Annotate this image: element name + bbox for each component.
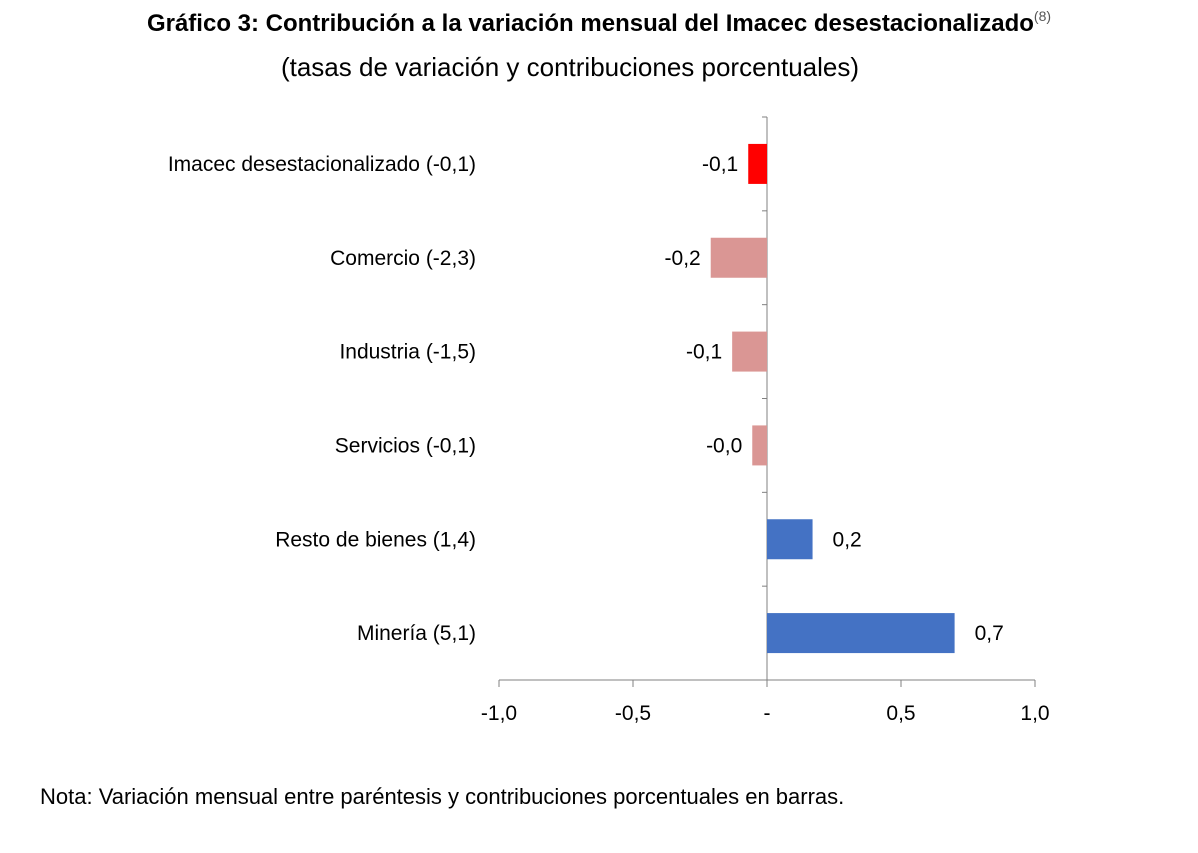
value-axis-tick-label: -1,0 <box>481 702 517 725</box>
data-label: -0,1 <box>702 153 738 176</box>
category-label: Imacec desestacionalizado (-0,1) <box>168 153 476 176</box>
bar <box>732 331 767 372</box>
bar <box>767 613 955 654</box>
category-label: Resto de bienes (1,4) <box>275 528 476 551</box>
bar <box>748 143 767 184</box>
data-label: 0,7 <box>975 622 1004 645</box>
category-label: Servicios (-0,1) <box>335 434 476 457</box>
value-axis-tick-label: 0,5 <box>886 702 915 725</box>
data-label: -0,0 <box>706 434 742 457</box>
chart-title-text: Gráfico 3: Contribución a la variación m… <box>146 10 1034 37</box>
data-label: 0,2 <box>833 528 862 551</box>
title-footnote-ref: (8) <box>1033 8 1052 24</box>
category-label: Minería (5,1) <box>357 622 476 645</box>
value-axis-tick-label: 1,0 <box>1020 702 1049 725</box>
chart-subtitle: (tasas de variación y contribuciones por… <box>280 52 860 82</box>
data-label: -0,1 <box>686 341 722 364</box>
bar <box>752 425 767 466</box>
value-axis-tick-label: -0,5 <box>615 702 651 725</box>
value-axis-tick-label: - <box>764 702 771 725</box>
bar <box>710 237 767 278</box>
chart-note: Nota: Variación mensual entre paréntesis… <box>40 784 845 809</box>
chart-title: Gráfico 3: Contribución a la variación m… <box>0 8 1198 38</box>
category-label: Industria (-1,5) <box>339 341 476 364</box>
data-label: -0,2 <box>665 247 701 270</box>
category-label: Comercio (-2,3) <box>330 247 476 270</box>
bar <box>767 519 813 560</box>
